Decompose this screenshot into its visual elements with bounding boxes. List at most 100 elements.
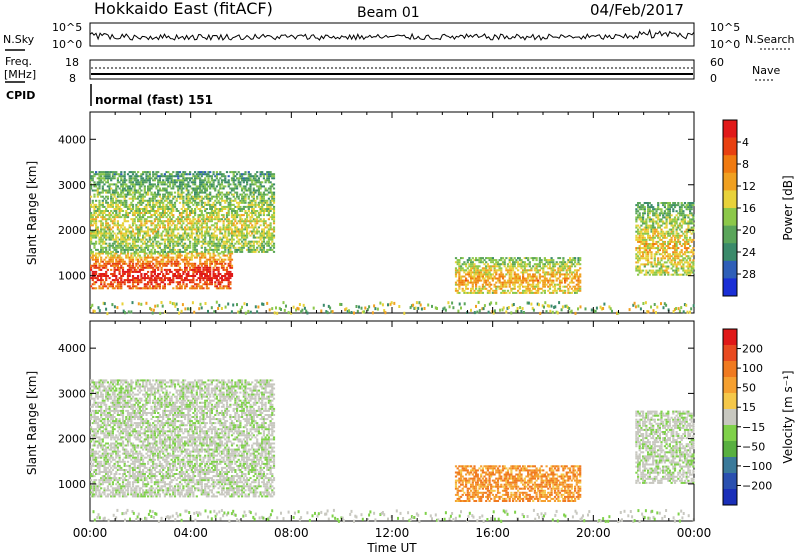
data-cell — [105, 222, 108, 225]
data-cell — [202, 181, 205, 184]
data-cell — [225, 246, 229, 249]
data-cell — [246, 236, 249, 239]
data-cell — [163, 246, 166, 249]
data-cell — [125, 195, 128, 198]
data-cell — [552, 265, 555, 268]
data-cell — [558, 281, 562, 284]
data-cell — [643, 220, 646, 223]
data-cell — [217, 244, 220, 247]
data-cell — [96, 252, 99, 255]
data-cell — [131, 248, 135, 251]
data-cell — [103, 175, 106, 178]
data-cell — [128, 226, 131, 229]
data-cell — [95, 224, 98, 227]
data-cell — [177, 222, 180, 225]
data-cell — [468, 273, 471, 276]
data-cell — [197, 197, 200, 200]
data-cell — [645, 259, 648, 262]
data-cell — [145, 238, 148, 241]
data-cell — [508, 271, 511, 274]
data-cell — [110, 232, 113, 235]
data-cell — [153, 228, 156, 231]
data-cell — [214, 246, 217, 249]
data-cell — [236, 191, 239, 194]
data-cell — [648, 243, 651, 245]
data-cell — [168, 242, 172, 245]
data-cell — [252, 197, 255, 200]
data-cell — [532, 287, 535, 290]
data-cell — [100, 222, 103, 225]
data-cell — [237, 220, 240, 223]
data-cell — [172, 256, 175, 259]
data-cell — [657, 257, 660, 260]
data-cell — [158, 187, 161, 190]
data-cell — [204, 230, 207, 233]
data-cell — [210, 260, 213, 263]
data-cell — [458, 261, 461, 264]
data-cell — [210, 175, 213, 178]
noise-strip-frame — [89, 22, 695, 47]
data-cell — [575, 283, 578, 286]
data-cell — [163, 189, 166, 192]
data-cell — [227, 185, 230, 188]
data-cell — [148, 260, 151, 263]
data-cell — [456, 289, 459, 292]
data-cell — [267, 197, 270, 200]
data-cell — [241, 193, 244, 196]
data-cell — [555, 279, 558, 282]
data-cell — [525, 291, 528, 294]
data-cell — [118, 181, 121, 184]
data-cell — [239, 218, 242, 221]
data-cell — [195, 175, 198, 178]
data-cell — [234, 205, 237, 208]
data-cell — [157, 275, 160, 277]
data-cell — [105, 232, 108, 235]
data-cell — [652, 220, 655, 223]
data-cell — [131, 230, 135, 233]
data-cell — [123, 220, 126, 223]
data-cell — [121, 191, 125, 194]
data-cell — [135, 248, 138, 251]
data-cell — [180, 244, 183, 247]
data-cell — [115, 236, 118, 239]
data-cell — [220, 179, 224, 182]
data-cell — [197, 228, 200, 231]
data-cell — [137, 218, 140, 221]
data-cell — [100, 228, 103, 231]
data-cell — [553, 287, 557, 290]
data-cell — [205, 173, 208, 176]
data-cell — [175, 275, 178, 277]
data-cell — [187, 262, 190, 265]
data-cell — [142, 236, 145, 239]
data-cell — [496, 261, 500, 264]
data-cell — [241, 179, 244, 182]
data-cell — [185, 173, 188, 176]
data-cell — [180, 275, 183, 277]
data-cell — [655, 208, 658, 211]
data-cell — [115, 262, 118, 265]
data-cell — [215, 285, 218, 288]
data-cell — [209, 252, 212, 255]
data-cell — [475, 287, 478, 290]
data-cell — [205, 222, 208, 225]
data-cell — [535, 263, 538, 266]
data-cell — [168, 201, 172, 204]
data-cell — [106, 201, 109, 204]
data-cell — [108, 246, 111, 249]
data-cell — [96, 183, 99, 186]
data-cell — [204, 246, 207, 249]
data-cell — [655, 230, 658, 233]
data-cell — [495, 261, 498, 264]
data-cell — [241, 218, 244, 221]
data-cell — [219, 177, 222, 180]
data-cell — [665, 222, 668, 225]
data-cell — [652, 218, 655, 221]
data-cell — [126, 230, 130, 233]
data-cell — [180, 173, 183, 176]
data-cell — [215, 177, 218, 180]
data-cell — [143, 258, 146, 261]
data-cell — [199, 171, 202, 174]
data-cell — [210, 214, 213, 217]
data-cell — [229, 171, 232, 174]
data-cell — [271, 248, 274, 251]
